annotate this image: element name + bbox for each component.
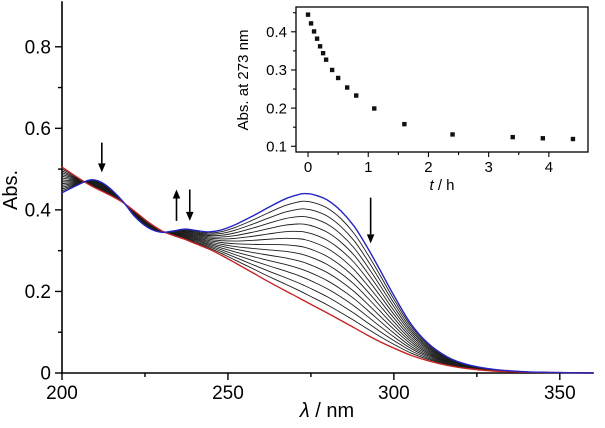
kinetics-data-point	[311, 29, 317, 34]
arrow-down-icon	[185, 211, 194, 221]
spectrum-curve	[61, 177, 594, 374]
spectrum-curve	[61, 170, 594, 374]
main-x-axis-label: λ / nm	[299, 400, 354, 422]
time-symbol: t	[429, 177, 434, 194]
arrow-down-icon	[366, 234, 375, 244]
x-tick-label: 3	[484, 159, 492, 176]
spectrum-curve	[61, 179, 594, 374]
y-tick-label: 0.4	[266, 24, 287, 41]
main-spectra-plot: 200 250 300 350 0 0.2 0.4 0.6 0.8	[25, 1, 594, 404]
y-tick-label: 0.6	[25, 119, 51, 140]
y-tick-label: 0.4	[25, 201, 52, 222]
spectrum-curve	[61, 173, 594, 374]
inset-y-axis-label: Abs. at 273 nm	[235, 30, 252, 131]
kinetics-data-point	[540, 136, 546, 141]
x-tick-label: 200	[46, 383, 78, 404]
spectrum-curve	[61, 175, 594, 374]
x-tick-label: 1	[364, 159, 372, 176]
kinetics-data-point	[305, 12, 311, 17]
y-tick-label: 0.2	[266, 100, 287, 117]
kinetics-data-point	[323, 57, 329, 62]
spectrum-curve	[61, 180, 594, 374]
kinetics-data-point	[510, 134, 515, 140]
kinetics-data-point	[344, 85, 350, 90]
inset-x-axis-label: t / h	[429, 177, 454, 194]
inset-frame	[295, 6, 589, 153]
kinetics-data-point	[570, 136, 576, 142]
kinetics-data-point	[450, 132, 455, 137]
y-tick-label: 0.1	[266, 139, 287, 156]
x-tick-label: 4	[545, 159, 553, 176]
x-tick-label: 250	[212, 383, 244, 404]
kinetics-data-point	[372, 106, 377, 111]
spectrum-curve-final	[61, 166, 594, 374]
kinetics-data-point	[354, 93, 359, 98]
kinetics-data-point	[335, 75, 341, 81]
main-x-axis-unit: / nm	[310, 400, 354, 422]
spectrum-curve	[61, 181, 594, 374]
inset-x-axis-unit: / h	[434, 177, 455, 194]
spectrum-curve	[61, 180, 594, 374]
y-tick-label: 0.2	[25, 282, 51, 303]
kinetics-data-point	[320, 50, 326, 56]
x-tick-label: 0	[304, 159, 312, 176]
kinetics-data-point	[314, 36, 320, 41]
kinetics-data-point	[317, 44, 323, 49]
spectrum-curve	[61, 180, 594, 374]
x-tick-label: 350	[544, 383, 576, 404]
arrow-up-icon	[172, 189, 181, 199]
kinetics-data-point	[308, 21, 314, 26]
y-tick-label: 0.3	[266, 62, 287, 79]
spectrum-curve	[61, 181, 594, 374]
main-y-axis-label: Abs.	[0, 170, 22, 210]
spectrum-curve-initial	[61, 178, 594, 374]
x-tick-label: 2	[424, 159, 432, 176]
lambda-symbol: λ	[299, 400, 310, 422]
spectrum-curve	[61, 179, 594, 374]
kinetics-data-point	[402, 121, 407, 127]
arrow-down-icon	[98, 163, 106, 173]
inset-kinetics-plot: 0 1 2 3 4 0.1 0.2 0.3 0.4	[266, 6, 589, 176]
y-tick-label: 0.8	[25, 37, 51, 58]
y-tick-label: 0	[40, 364, 51, 385]
kinetics-data-point	[329, 67, 335, 73]
x-tick-label: 300	[378, 383, 410, 404]
